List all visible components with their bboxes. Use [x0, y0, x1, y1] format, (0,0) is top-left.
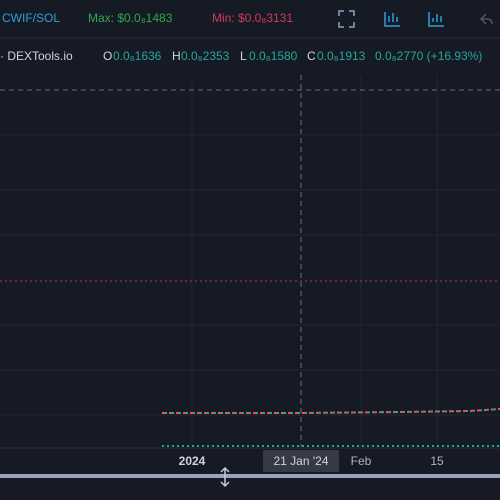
candles	[165, 408, 500, 414]
chart-type-icon[interactable]	[428, 12, 444, 27]
low-value: 0.0₈1580	[249, 49, 298, 63]
crosshair-label: 21 Jan '24	[273, 454, 328, 468]
high-key: H	[172, 49, 181, 63]
fullscreen-icon[interactable]	[338, 10, 355, 28]
close-key: C	[307, 49, 316, 63]
max-price: Max: $0.0₈1483	[88, 11, 173, 25]
time-label: Feb	[351, 454, 372, 468]
toolbar	[0, 0, 500, 38]
pair[interactable]: CWIF/SOL	[2, 11, 60, 25]
indicator-icon[interactable]	[384, 12, 400, 27]
open-key: O	[103, 49, 112, 63]
time-label: 2024	[179, 454, 206, 468]
scrollbar[interactable]	[0, 474, 500, 478]
close-value: 0.0₈1913	[317, 49, 366, 63]
high-value: 0.0₈2353	[181, 49, 230, 63]
open-value: 0.0₈1636	[113, 49, 162, 63]
min-price: Min: $0.0₈3131	[212, 11, 293, 25]
change-value: 0.0₈2770 (+16.93%)	[375, 49, 482, 63]
resize-handle[interactable]	[220, 466, 230, 488]
crosshair-label-box	[263, 450, 339, 472]
time-label: 15	[430, 454, 444, 468]
source: · DEXTools.io	[0, 49, 73, 63]
grid	[0, 75, 500, 447]
undo-icon[interactable]	[479, 13, 493, 25]
candles	[162, 408, 500, 414]
low-key: L	[240, 49, 247, 63]
